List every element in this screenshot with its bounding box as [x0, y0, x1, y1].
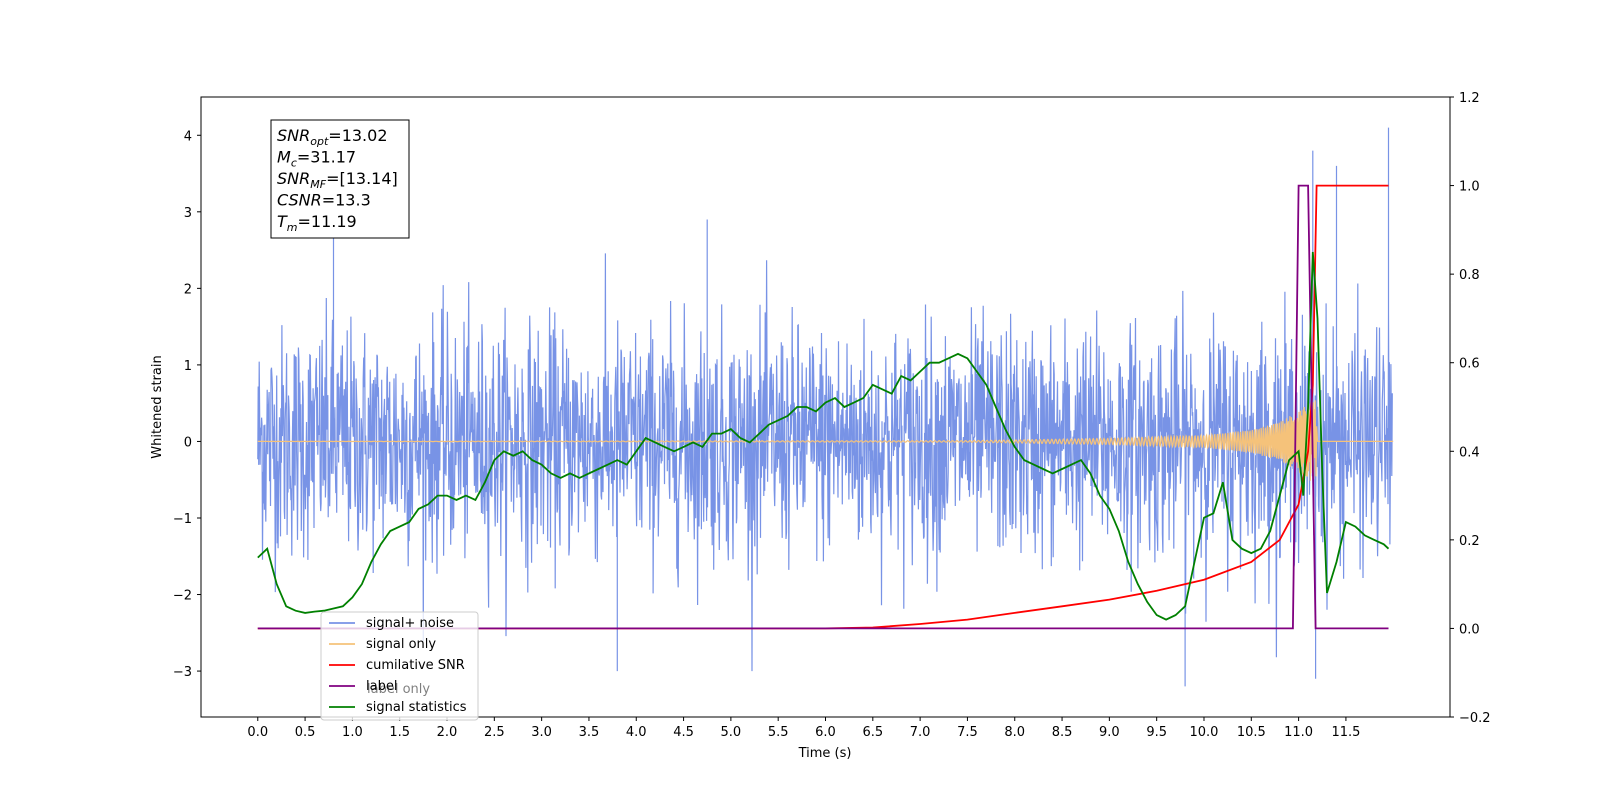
- y2-tick-label: −0.2: [1459, 711, 1491, 726]
- legend-label: signal statistics: [366, 700, 467, 715]
- annotation-line: Tm=11.19: [277, 212, 357, 234]
- y2-tick-label: 0.0: [1459, 622, 1480, 637]
- x-tick-label: 5.0: [721, 725, 742, 740]
- legend-label: signal only: [366, 637, 436, 652]
- x-tick-label: 3.5: [579, 725, 600, 740]
- y-tick-label: 4: [184, 129, 192, 144]
- annotation-line: SNRMF=[13.14]: [277, 169, 398, 191]
- y2-tick-label: 1.0: [1459, 180, 1480, 195]
- y2-tick-label: 0.8: [1459, 268, 1480, 283]
- series-signal-statistics: [257, 251, 1390, 621]
- series-signal-only: [257, 400, 1394, 481]
- legend-frame: [320, 611, 479, 721]
- y2-tick-label: 0.6: [1459, 357, 1480, 372]
- legend: label only signal+ noise signal only cumila…: [320, 611, 479, 721]
- legend-overlaid-text: label only: [367, 682, 430, 697]
- y-tick-label: 0: [184, 435, 192, 450]
- x-tick-label: 6.0: [815, 725, 836, 740]
- x-tick-label: 7.5: [957, 725, 978, 740]
- x-tick-label: 4.5: [673, 725, 694, 740]
- x-tick-label: 4.0: [626, 725, 647, 740]
- x-tick-label: 2.5: [484, 725, 505, 740]
- y-tick-label: −3: [173, 665, 192, 680]
- x-tick-label: 0.0: [247, 725, 268, 740]
- x-tick-label: 11.0: [1284, 725, 1313, 740]
- x-tick-label: 1.5: [389, 725, 410, 740]
- legend-label: cumilative SNR: [366, 658, 465, 673]
- x-tick-label: 2.0: [437, 725, 458, 740]
- x-tick-label: 11.5: [1331, 725, 1360, 740]
- annotation-line: Mc=31.17: [277, 148, 356, 170]
- y-tick-label: 1: [184, 359, 192, 374]
- x-tick-label: 6.5: [862, 725, 883, 740]
- y-axis-left: −3 −2 −1 0 1 2 3 4: [173, 129, 201, 680]
- y2-tick-label: 0.2: [1459, 534, 1480, 549]
- x-tick-label: 10.0: [1190, 725, 1219, 740]
- x-tick-label: 9.5: [1146, 725, 1167, 740]
- legend-label: label: [366, 679, 397, 694]
- y2-tick-label: 1.2: [1459, 91, 1480, 106]
- x-tick-label: 8.5: [1052, 725, 1073, 740]
- y-tick-label: −2: [173, 589, 192, 604]
- annotation-frame: [270, 119, 410, 239]
- legend-label: signal+ noise: [366, 616, 454, 631]
- x-tick-label: 3.0: [531, 725, 552, 740]
- annotation-line: CSNR=13.3: [277, 191, 371, 210]
- y-tick-label: 3: [184, 206, 192, 221]
- y-axis-right: −0.2 0.0 0.2 0.4 0.6 0.8 1.0 1.2: [1450, 91, 1491, 726]
- x-axis: 0.0 0.5 1.0 1.5 2.0 2.5 3.0 3.5 4.0 4.5 5.0 5.5 6.0 6…: [247, 717, 1360, 740]
- series-cumilative-snr: [257, 184, 1389, 630]
- y-axis-title: Whitened strain: [150, 355, 165, 458]
- x-tick-label: 10.5: [1237, 725, 1266, 740]
- x-tick-label: 8.0: [1004, 725, 1025, 740]
- series-signal-noise: [257, 127, 1393, 687]
- series-label: [257, 184, 1389, 630]
- y2-tick-label: 0.4: [1459, 445, 1480, 460]
- y-tick-label: −1: [173, 512, 192, 527]
- x-tick-label: 5.5: [768, 725, 789, 740]
- x-tick-label: 7.0: [910, 725, 931, 740]
- plot-area: [257, 127, 1394, 687]
- x-axis-title: Time (s): [798, 746, 852, 761]
- annotation-line: SNRopt=13.02: [277, 126, 388, 148]
- x-tick-label: 1.0: [342, 725, 363, 740]
- annotation-box: SNRopt=13.02Mc=31.17SNRMF=[13.14]CSNR=13…: [270, 119, 410, 239]
- x-tick-label: 0.5: [295, 725, 316, 740]
- y-tick-label: 2: [184, 282, 192, 297]
- x-tick-label: 9.0: [1099, 725, 1120, 740]
